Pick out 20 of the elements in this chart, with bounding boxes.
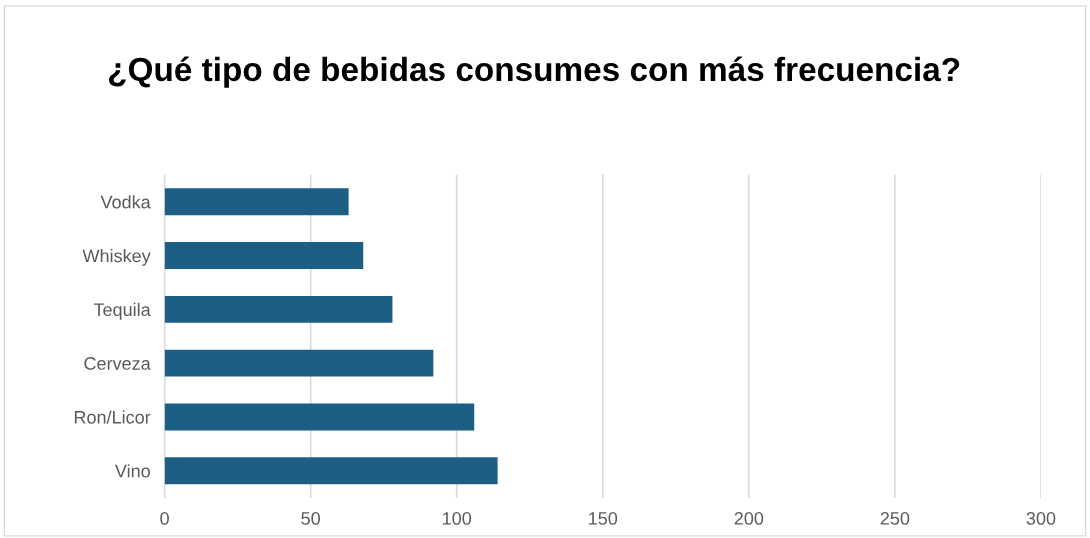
y-tick-label: Ron/Licor bbox=[74, 410, 151, 424]
x-tick-label: 100 bbox=[443, 512, 472, 525]
x-tick-label: 200 bbox=[734, 512, 764, 525]
y-tick-label: Vodka bbox=[100, 195, 151, 209]
y-tick-label: Whiskey bbox=[82, 249, 151, 266]
bar bbox=[164, 457, 498, 485]
bar bbox=[164, 242, 364, 269]
x-tick-label: 250 bbox=[880, 512, 910, 525]
x-tick-label: 150 bbox=[589, 512, 618, 525]
x-tick-label: 0 bbox=[160, 512, 169, 525]
bar bbox=[164, 188, 349, 216]
bar bbox=[164, 403, 475, 431]
y-tick-label: Cerveza bbox=[84, 357, 151, 370]
chart-title: ¿Qué tipo de bebidas consumes con más frecuencia? bbox=[109, 56, 960, 88]
y-tick-label: Vino bbox=[114, 464, 150, 478]
y-tick-label: Tequila bbox=[93, 302, 151, 320]
x-tick-label: 300 bbox=[1026, 512, 1056, 525]
bar bbox=[164, 349, 434, 377]
bar bbox=[164, 295, 393, 323]
x-tick-label: 50 bbox=[301, 512, 320, 525]
